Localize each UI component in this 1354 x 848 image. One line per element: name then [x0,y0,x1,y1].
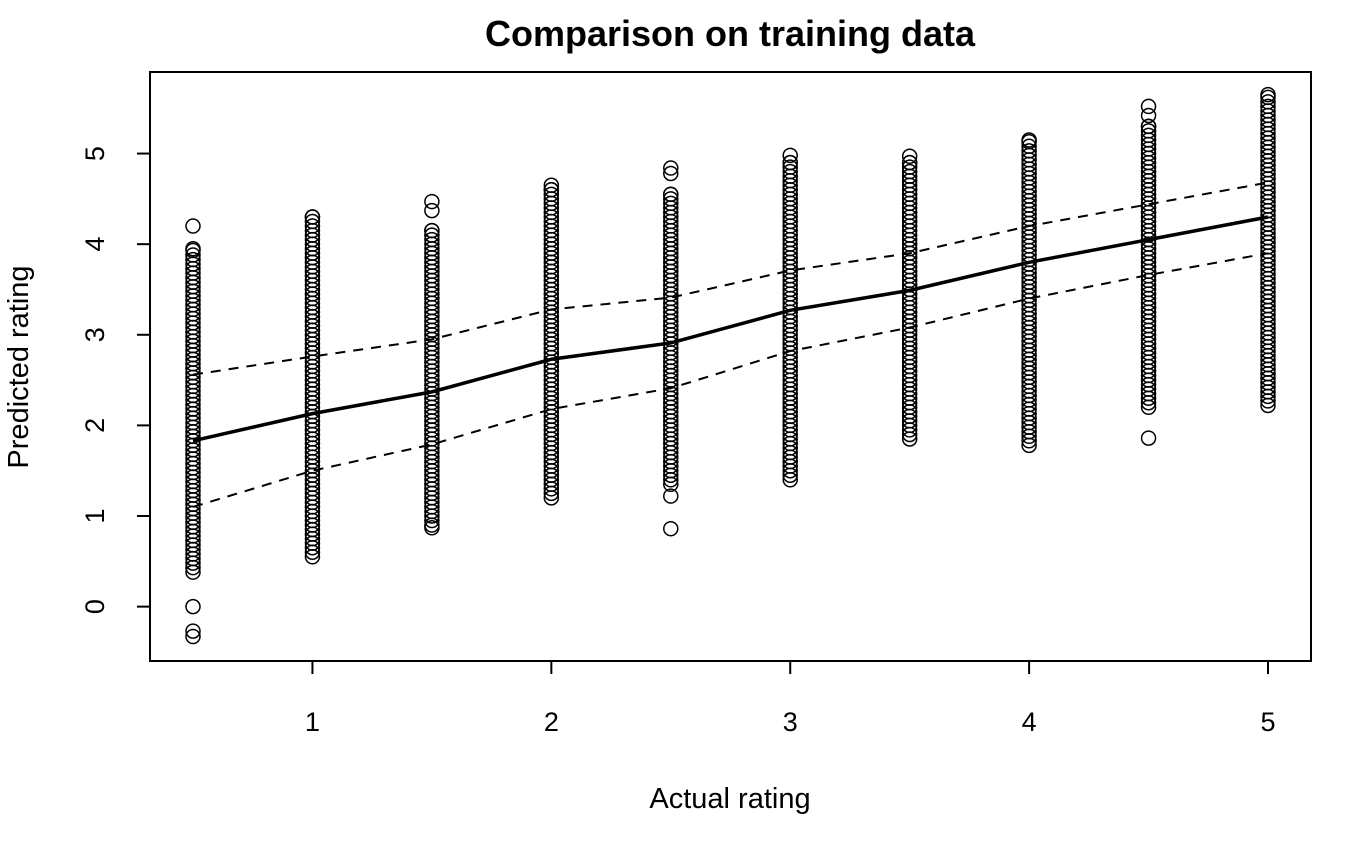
scatter-point [1140,430,1157,446]
scatter-point [185,251,201,268]
scatter-point [663,195,679,212]
scatter-point [185,240,201,257]
scatter-point [1260,94,1276,110]
scatter-point [1140,98,1157,115]
x-tick-label: 3 [783,707,798,737]
scatter-point [663,165,679,182]
scatter-point [424,520,440,536]
scatter-point [782,159,798,175]
scatter-point [782,147,798,164]
scatter-point [1021,138,1037,155]
scatter-point [185,598,201,615]
scatter-point [424,193,440,210]
y-axis-label: Predicted rating [3,265,35,468]
scatter-point [663,520,679,537]
scatter-point [782,154,798,171]
band-line [192,181,1269,376]
band-line [192,252,1269,508]
scatter-point [1021,143,1037,159]
scatter-point [543,177,560,194]
scatter-point [663,186,679,203]
scatter-points [185,86,1276,645]
x-tick-label: 5 [1260,707,1275,737]
scatter-point [424,231,440,248]
scatter-point [543,182,560,198]
x-tick-label: 4 [1022,707,1037,737]
scatter-point [1140,118,1157,135]
scatter-point [1140,127,1157,144]
scatter-point [185,628,201,645]
scatter-point [543,186,560,203]
scatter-point [304,218,321,234]
chart-title: Comparison on training data [485,13,976,54]
y-tick-label: 0 [80,599,110,614]
plot-frame [149,71,1312,662]
y-tick-label: 4 [80,237,110,252]
scatter-point [304,209,321,225]
scatter-point [1021,132,1037,148]
scatter-point [424,222,440,239]
scatter-point [185,623,201,639]
scatter-point [663,488,679,504]
scatter-point [424,227,440,243]
trend-lines [192,181,1269,508]
scatter-point [782,163,798,180]
scatter-point [304,213,321,230]
scatter-point [1140,123,1157,139]
scatter-point [901,159,918,175]
scatter-point [663,191,679,207]
x-tick-label: 1 [305,707,320,737]
scatter-point [1260,98,1276,115]
scatter-point [901,148,918,165]
scatter-point [185,218,201,234]
scatter-point [901,154,918,171]
scatter-point [663,160,679,176]
x-axis: 1 2 3 4 5 [305,660,1276,737]
scatter-point [901,163,918,180]
y-axis: 0 1 2 3 4 5 [80,146,151,614]
scatter-point [185,247,201,263]
x-axis-label: Actual rating [649,783,810,815]
y-tick-label: 1 [80,508,110,523]
scatter-point [1140,107,1157,124]
scatter-point [424,202,440,219]
y-tick-label: 3 [80,327,110,342]
y-tick-label: 2 [80,418,110,433]
y-tick-label: 5 [80,146,110,161]
mean-line [192,215,1269,443]
scatter-point [1260,86,1276,103]
x-tick-label: 2 [544,707,559,737]
